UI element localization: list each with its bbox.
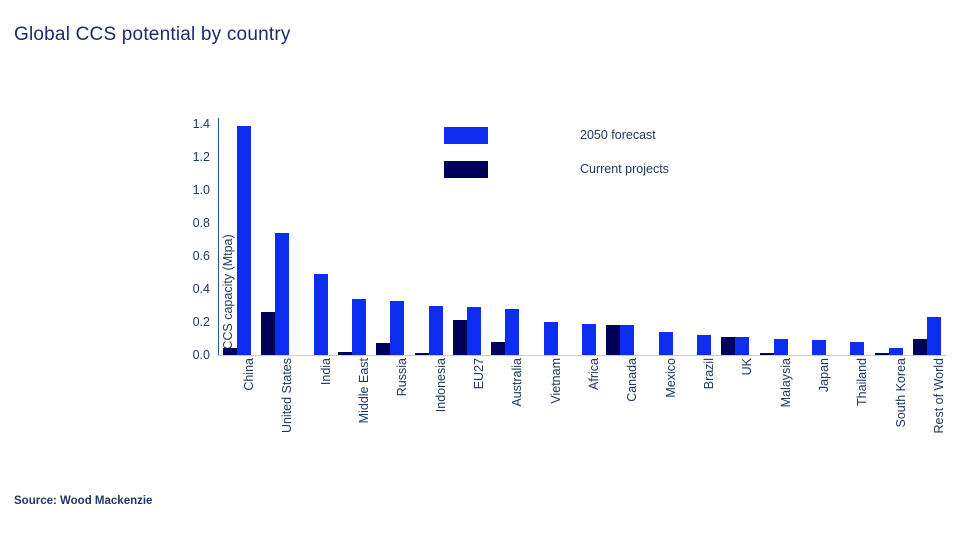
bar-group: [256, 110, 294, 355]
legend-swatch-current: [444, 160, 488, 178]
bar-current-projects[interactable]: [491, 341, 506, 355]
bar-group: [486, 110, 524, 355]
bar-current-projects[interactable]: [721, 336, 736, 355]
plot-area: CCS capacity (Mtpa): [218, 110, 946, 355]
bar-group: [754, 110, 792, 355]
y-tick-label: 0.0: [192, 348, 210, 362]
x-tick-label: China: [242, 358, 257, 391]
bar-2050-forecast[interactable]: [275, 232, 290, 355]
bar-current-projects[interactable]: [912, 338, 927, 355]
legend-label-current: Current projects: [580, 162, 669, 176]
bar-2050-forecast[interactable]: [237, 125, 252, 355]
bar-2050-forecast[interactable]: [926, 317, 941, 355]
x-tick-label: Malaysia: [778, 358, 793, 408]
x-tick-label: Middle East: [357, 358, 372, 424]
bar-2050-forecast[interactable]: [735, 336, 750, 355]
bar-2050-forecast[interactable]: [773, 338, 788, 355]
x-axis-tick-labels: China United States India Middle East Russia…: [218, 358, 946, 478]
bar-2050-forecast[interactable]: [696, 335, 711, 355]
bar-group: [218, 110, 256, 355]
bar-group: [295, 110, 333, 355]
bar-group: [563, 110, 601, 355]
bar-group: [869, 110, 907, 355]
page-title: Global CCS potential by country: [14, 24, 291, 45]
x-tick-label: India: [318, 358, 333, 386]
bar-current-projects[interactable]: [376, 343, 391, 355]
bar-group: [333, 110, 371, 355]
bar-group: [908, 110, 946, 355]
x-tick-label: Thailand: [855, 358, 870, 406]
bar-group: [448, 110, 486, 355]
y-tick-label: 0.2: [192, 315, 210, 329]
bar-group: [793, 110, 831, 355]
bar-group: [601, 110, 639, 355]
y-tick-label: 1.0: [192, 183, 210, 197]
bar-2050-forecast[interactable]: [658, 331, 673, 355]
source-note: Source: Wood Mackenzie: [14, 495, 153, 507]
legend-swatch-forecast: [444, 126, 488, 144]
chart-legend: 2050 forecast Current projects: [444, 118, 669, 186]
x-tick-label: EU27: [472, 358, 487, 390]
bar-current-projects[interactable]: [414, 353, 429, 355]
x-tick-label: Brazil: [701, 358, 716, 390]
y-tick-label: 0.4: [192, 282, 210, 296]
x-tick-label: Africa: [587, 358, 601, 390]
x-tick-label: UK: [740, 358, 755, 376]
x-tick-label: Canada: [625, 358, 640, 402]
bar-current-projects[interactable]: [874, 353, 889, 355]
bar-2050-forecast[interactable]: [505, 308, 520, 355]
bar-current-projects[interactable]: [261, 312, 276, 355]
bar-current-projects[interactable]: [338, 351, 353, 355]
bar-group: [525, 110, 563, 355]
bar-group: [410, 110, 448, 355]
bar-current-projects[interactable]: [606, 325, 621, 355]
bar-2050-forecast[interactable]: [313, 274, 328, 355]
x-tick-label: Russia: [395, 358, 410, 397]
legend-item-forecast[interactable]: 2050 forecast: [444, 118, 669, 152]
y-axis-line: [218, 118, 219, 355]
y-tick-label: 1.2: [192, 150, 210, 164]
bar-group: [639, 110, 677, 355]
x-tick-label: Rest of World: [931, 358, 946, 434]
legend-item-current[interactable]: Current projects: [444, 152, 669, 186]
bar-2050-forecast[interactable]: [467, 307, 482, 355]
bar-2050-forecast[interactable]: [811, 340, 826, 355]
y-tick-label: 1.4: [192, 117, 210, 131]
y-tick-label: 0.6: [192, 249, 210, 263]
bar-2050-forecast[interactable]: [850, 341, 865, 355]
bar-group: [831, 110, 869, 355]
bar-2050-forecast[interactable]: [888, 348, 903, 355]
legend-label-forecast: 2050 forecast: [580, 128, 656, 142]
bar-current-projects[interactable]: [453, 320, 468, 355]
x-tick-label: Australia: [510, 358, 525, 407]
x-tick-label: Indonesia: [433, 358, 448, 413]
bar-current-projects[interactable]: [223, 348, 238, 355]
bar-group: [371, 110, 409, 355]
bar-group: [678, 110, 716, 355]
bar-2050-forecast[interactable]: [620, 325, 635, 355]
bar-2050-forecast[interactable]: [581, 323, 596, 355]
bar-current-projects[interactable]: [759, 353, 774, 355]
x-tick-label: United States: [280, 358, 295, 434]
bar-group: [716, 110, 754, 355]
bar-2050-forecast[interactable]: [352, 298, 367, 355]
y-tick-label: 0.8: [192, 216, 210, 230]
x-axis-line: [218, 355, 946, 356]
bar-2050-forecast[interactable]: [390, 300, 405, 355]
bar-2050-forecast[interactable]: [428, 305, 443, 355]
x-tick-label: Vietnam: [548, 358, 563, 404]
x-tick-label: Japan: [816, 358, 831, 393]
y-axis-tick-labels: 0.0 0.2 0.4 0.6 0.8 1.0 1.2 1.4: [160, 110, 210, 362]
bar-2050-forecast[interactable]: [543, 322, 558, 355]
x-tick-label: South Korea: [893, 358, 908, 428]
x-tick-label: Mexico: [663, 358, 678, 398]
